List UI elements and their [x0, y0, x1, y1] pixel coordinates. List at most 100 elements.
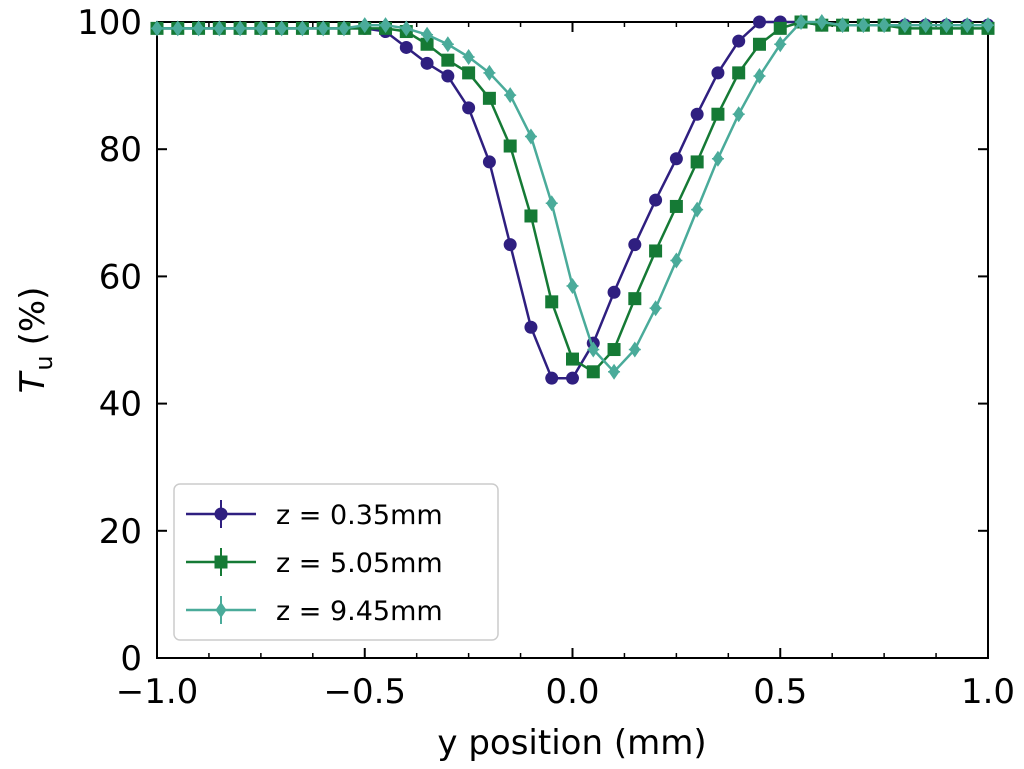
data-point	[213, 20, 225, 37]
data-point	[359, 17, 371, 34]
data-point	[421, 26, 433, 43]
legend-label: z = 0.35mm	[276, 500, 443, 531]
legend-label: z = 5.05mm	[276, 548, 443, 579]
data-point	[711, 107, 725, 121]
data-point	[151, 20, 163, 37]
y-tick-label: 60	[99, 257, 142, 297]
data-point	[961, 17, 973, 34]
y-tick-label: 40	[99, 385, 142, 425]
data-point	[566, 371, 579, 385]
data-point	[567, 277, 578, 294]
legend: z = 0.35mm z = 5.05mm z = 9.45mm	[173, 483, 499, 641]
data-point	[420, 56, 434, 70]
x-tick-label: −0.5	[323, 672, 406, 712]
data-point	[546, 195, 558, 212]
data-point	[629, 341, 641, 358]
data-point	[483, 64, 495, 81]
data-point	[545, 295, 559, 309]
data-point	[380, 17, 392, 34]
data-point	[837, 17, 849, 34]
x-tick-label: −1.0	[116, 672, 199, 712]
data-point	[442, 36, 454, 53]
data-point	[400, 20, 412, 37]
x-tick-labels: −1.0 −0.5 0.0 0.5 1.0	[116, 672, 1015, 712]
y-tick-label: 80	[99, 130, 142, 170]
y-tick-label: 100	[77, 3, 142, 43]
data-point	[607, 285, 621, 299]
legend-marker	[215, 602, 227, 618]
data-point	[649, 244, 663, 258]
data-point	[441, 53, 455, 67]
data-point	[503, 139, 517, 153]
data-point	[982, 17, 994, 34]
y-tick-label: 0	[120, 639, 142, 679]
data-point	[669, 152, 683, 166]
y-tick-label: 20	[99, 512, 142, 552]
legend-marker	[214, 555, 228, 569]
data-point	[482, 155, 496, 169]
series-layer	[150, 14, 995, 385]
data-point	[795, 14, 807, 30]
data-point	[296, 20, 308, 37]
data-point	[462, 101, 476, 115]
x-axis-title: y position (mm)	[437, 723, 706, 763]
y-tick-labels: 0 20 40 60 80 100	[77, 3, 142, 679]
data-point	[628, 238, 642, 252]
data-point	[338, 20, 350, 37]
data-point	[255, 20, 267, 37]
data-point	[524, 209, 538, 223]
data-point	[752, 37, 766, 51]
data-point	[628, 292, 642, 306]
data-point	[420, 37, 434, 51]
data-point	[276, 20, 288, 37]
data-point	[774, 36, 786, 53]
data-point	[940, 17, 952, 34]
x-tick-label: 0.5	[753, 672, 807, 712]
data-point	[463, 48, 475, 65]
data-point	[525, 128, 537, 145]
data-point	[587, 341, 599, 358]
data-point	[712, 150, 724, 167]
legend-entry: z = 9.45mm	[186, 596, 443, 627]
data-point	[607, 343, 621, 357]
data-point	[608, 363, 620, 380]
y-axis-subscript: u	[30, 355, 58, 370]
data-point	[504, 87, 516, 104]
data-point	[690, 155, 704, 169]
data-point	[899, 17, 911, 34]
legend-marker	[214, 507, 228, 521]
y-axis-title: Tu (%)	[13, 287, 58, 394]
data-point	[732, 66, 746, 80]
data-point	[649, 193, 663, 207]
legend-entries: z = 0.35mm z = 5.05mm z = 9.45mm	[186, 500, 443, 627]
legend-box	[173, 483, 499, 641]
data-point	[399, 40, 413, 54]
data-point	[669, 199, 683, 213]
data-point	[920, 17, 932, 34]
data-point	[690, 107, 704, 121]
data-point	[193, 20, 205, 37]
data-point	[733, 106, 745, 123]
data-point	[857, 17, 869, 34]
data-point	[462, 66, 476, 80]
data-point	[773, 21, 787, 35]
data-point	[172, 20, 184, 37]
x-tick-label: 1.0	[961, 672, 1015, 712]
data-point	[650, 300, 662, 317]
legend-label: z = 9.45mm	[276, 596, 443, 627]
data-point	[441, 69, 455, 83]
legend-entry: z = 0.35mm	[186, 500, 443, 531]
data-point	[503, 238, 517, 252]
y-axis-symbol: T	[13, 370, 53, 393]
data-point	[524, 320, 538, 334]
data-point	[732, 34, 746, 48]
data-point	[816, 14, 828, 30]
data-point	[753, 68, 765, 85]
data-point	[752, 15, 766, 29]
data-point	[878, 17, 890, 34]
data-point	[317, 20, 329, 37]
data-point	[482, 91, 496, 105]
x-tick-label: 0.0	[545, 672, 599, 712]
